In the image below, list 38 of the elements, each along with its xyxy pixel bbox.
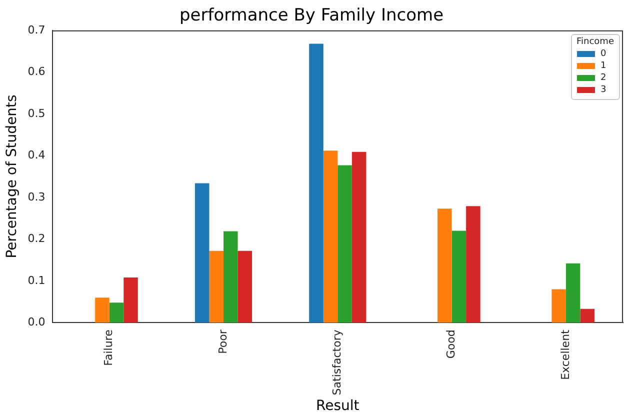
chart-title: performance By Family Income bbox=[179, 6, 444, 26]
x-tick-label: Failure bbox=[102, 329, 116, 366]
y-tick-label: 0.0 bbox=[28, 316, 46, 328]
bar bbox=[238, 250, 252, 323]
bar bbox=[309, 44, 324, 323]
bar bbox=[209, 250, 224, 323]
y-tick-label: 0.6 bbox=[28, 65, 46, 78]
bar bbox=[552, 289, 566, 323]
bar bbox=[452, 230, 466, 323]
y-tick-label: 0.1 bbox=[28, 274, 46, 287]
legend-label: 1 bbox=[600, 61, 606, 71]
x-tick-label: Excellent bbox=[558, 328, 572, 380]
bar bbox=[466, 206, 480, 323]
x-axis-title: Result bbox=[316, 398, 360, 414]
y-tick-label: 0.3 bbox=[28, 190, 46, 204]
legend-label: 0 bbox=[600, 49, 606, 59]
legend-title: Fincome bbox=[576, 37, 614, 47]
bar bbox=[95, 298, 110, 323]
bar bbox=[438, 208, 452, 323]
y-tick-label: 0.4 bbox=[28, 148, 46, 162]
bar bbox=[194, 183, 210, 323]
bar bbox=[109, 302, 124, 323]
x-tick-label: Satisfactory bbox=[330, 329, 344, 396]
bar bbox=[566, 263, 580, 323]
bar bbox=[124, 278, 138, 323]
bar bbox=[580, 308, 594, 323]
y-tick-label: 0.2 bbox=[28, 232, 46, 246]
bar bbox=[338, 165, 352, 323]
y-tick-label: 0.7 bbox=[28, 23, 46, 36]
x-tick-label: Poor bbox=[216, 329, 230, 354]
bar bbox=[224, 231, 238, 323]
legend-label: 3 bbox=[600, 85, 606, 95]
x-tick-label: Good bbox=[444, 330, 458, 359]
bar bbox=[352, 152, 366, 323]
y-tick-label: 0.5 bbox=[28, 106, 46, 120]
bar bbox=[323, 150, 338, 323]
legend-label: 2 bbox=[600, 73, 606, 83]
y-axis-title: Percentage of Students bbox=[4, 94, 20, 258]
